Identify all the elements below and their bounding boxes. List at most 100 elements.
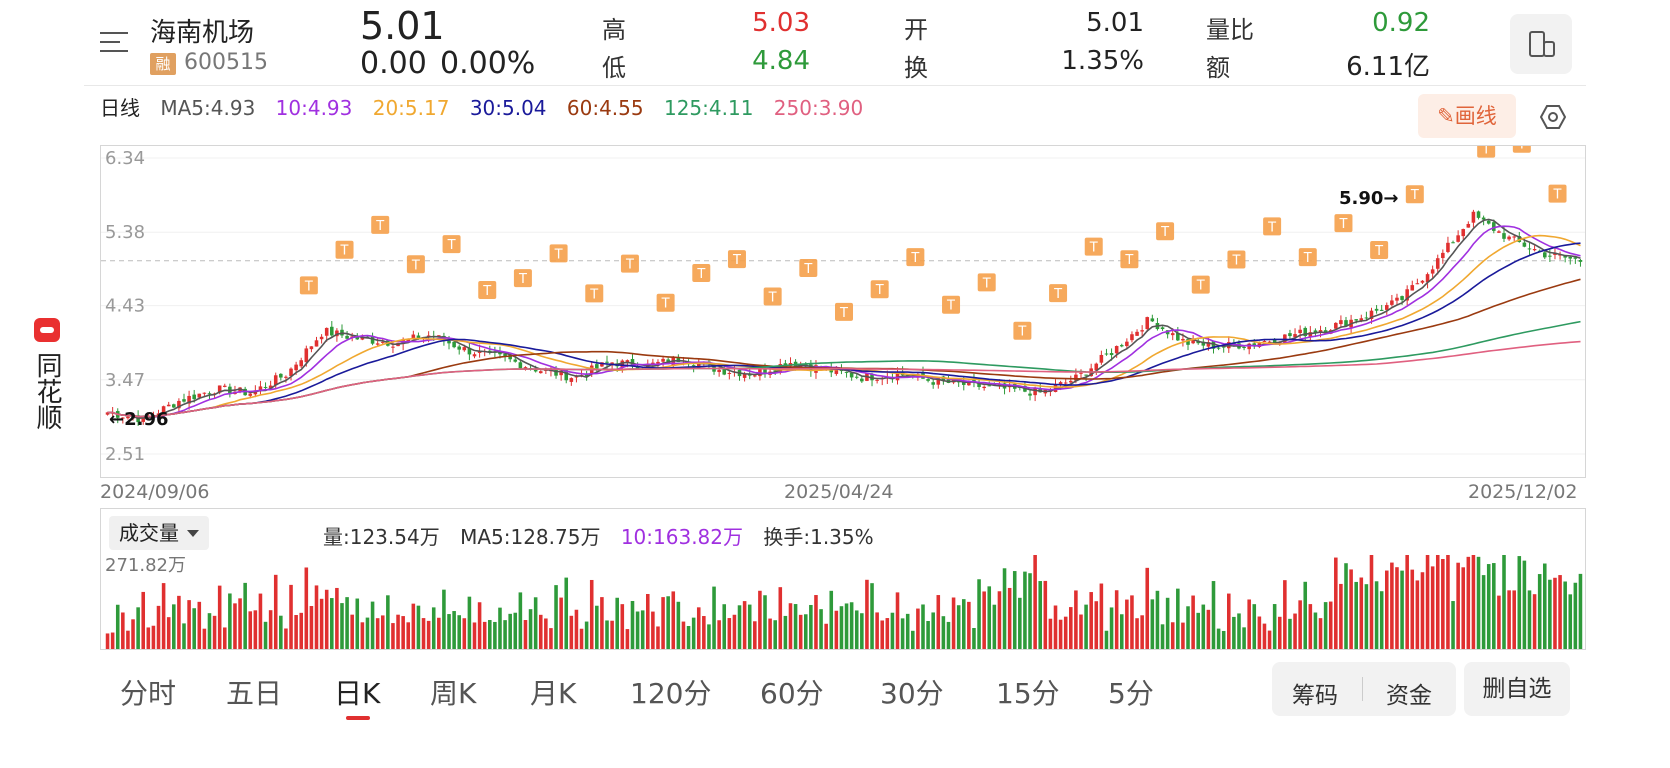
tab-30min[interactable]: 30分 [880,677,944,710]
candle-body [1267,341,1272,343]
candle-body [742,373,747,378]
volume-bar [273,574,278,649]
candle-body [559,370,563,376]
candle-body [1461,229,1466,237]
volume-bar [1425,555,1430,649]
candle-body [1364,317,1369,319]
volume-bar [1262,623,1267,649]
tab-120min[interactable]: 120分 [630,677,712,710]
volume-bar [309,606,314,649]
volume-bar [1135,618,1139,649]
open-label: 开 [904,16,928,44]
volume-bar [1359,577,1364,649]
candle-body [1206,342,1211,347]
volume-bar [1349,569,1353,649]
volume-plot [105,555,1583,649]
volume-bar [1288,618,1292,649]
candle-body [1451,242,1455,244]
draw-line-button[interactable]: ✎画线 [1418,94,1516,138]
volume-bar [263,621,268,649]
tab-monthly-k[interactable]: 月K [530,677,577,710]
candle-body [1201,341,1206,346]
chips-button[interactable]: 筹码 [1292,683,1338,709]
candle-body [635,366,640,370]
candle-body [217,385,222,393]
signal-t-label: T [661,297,670,312]
volume-bar [916,608,920,649]
volume-bar [1435,555,1440,649]
volume-bar [1109,607,1114,649]
volume-bar [1176,588,1180,649]
volume-bar [1563,581,1567,649]
tab-timeshare[interactable]: 分时 [120,677,177,710]
y-tick-label: 4.43 [105,296,145,317]
candle-body [447,340,451,344]
volume-bar [1537,574,1542,649]
volume-bar [319,598,324,649]
volume-bar [1497,595,1501,649]
tab-60min[interactable]: 60分 [760,677,824,710]
volume-bar [1119,614,1124,649]
volume-bar [166,617,171,649]
landscape-toggle-button[interactable] [1510,14,1572,74]
signal-t-label: T [982,276,991,291]
signal-t-label: T [910,251,919,266]
signal-t-label: T [1374,244,1383,259]
price-change: 0.00 [360,46,427,81]
candle-body [207,393,212,395]
volume-bar [788,603,793,649]
volume-bar [284,628,288,649]
volume-bar [1247,599,1251,649]
volume-bar [961,599,966,649]
indicator-select[interactable]: 成交量 [109,516,209,550]
funds-button[interactable]: 资金 [1386,683,1432,709]
volume-bar [1542,563,1547,649]
volume-bar [595,605,599,649]
candle-body [273,375,278,386]
candle-body [717,369,721,373]
remove-watchlist-button[interactable]: 删自选 [1464,662,1570,716]
volume-bar [753,621,757,649]
volume-bar [523,620,528,649]
volume-bar [1272,604,1277,649]
tab-daily-k[interactable]: 日K [334,677,381,710]
ma-line [107,340,1581,418]
tab-five-day[interactable]: 五日 [226,677,283,710]
candle-body [926,379,930,381]
volume-chart[interactable]: 成交量 量:123.54万 MA5:128.75万 10:163.82万 换手:… [100,508,1586,650]
volume-bar [105,633,110,649]
volume-bar [982,591,986,649]
ma250-value: 250:3.90 [773,96,864,120]
volume-bar [538,614,543,649]
volume-bar [508,613,512,649]
kline-chart[interactable]: 6.34 5.38 4.43 3.47 2.51 T T T T T T T T T T T T T T T T T T T T… [100,145,1586,478]
volume-bar [1384,570,1389,649]
tab-weekly-k[interactable]: 周K [430,677,477,710]
tab-5min[interactable]: 5分 [1108,677,1154,710]
volume-bar [330,598,334,649]
volume-bar [1568,594,1573,649]
volume-bar [431,607,436,649]
candle-body [1384,305,1389,310]
candle-body [258,386,263,391]
candle-body [625,360,630,362]
volume-bar [936,595,941,649]
volume-bar [228,593,232,649]
volume-bar [1150,599,1155,649]
tab-15min[interactable]: 15分 [996,677,1060,710]
signal-t-marker [371,215,390,234]
volume-bar [1451,601,1455,649]
volume-bar [493,621,497,649]
candle-body [1486,220,1491,224]
menu-icon[interactable] [100,28,132,56]
signal-t-marker [1477,146,1496,158]
settings-icon[interactable] [1540,104,1566,130]
candle-body [1181,338,1185,341]
candle-body [1313,330,1318,333]
candle-body [457,346,461,350]
candle-body [1318,330,1323,333]
volume-bar [941,616,946,649]
volume-y-tick: 271.82万 [105,555,186,576]
signal-t-marker [799,259,818,278]
volume-bar [1517,556,1522,649]
